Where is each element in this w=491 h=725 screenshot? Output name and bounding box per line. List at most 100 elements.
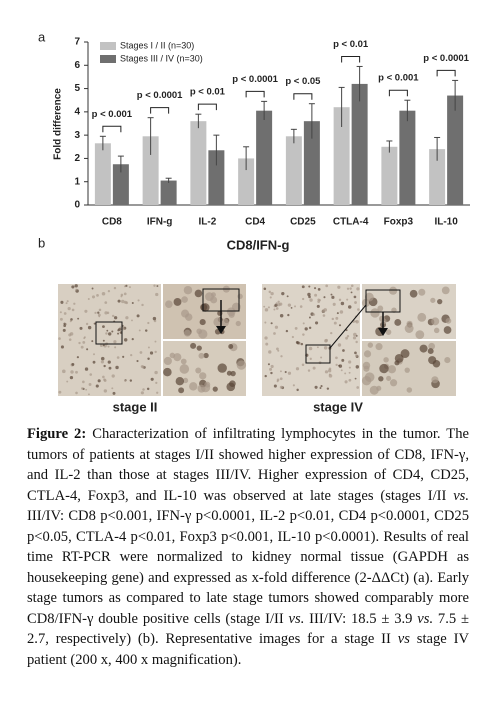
bar: [333, 107, 350, 205]
cell: [63, 324, 66, 328]
cell: [71, 308, 75, 312]
cell: [119, 326, 122, 329]
cell: [198, 329, 208, 339]
cell: [332, 302, 336, 306]
cell: [330, 331, 333, 335]
cell: [323, 346, 328, 350]
cell: [345, 329, 348, 332]
cell: [120, 295, 123, 298]
cell: [354, 320, 357, 323]
caption-text: vs: [397, 631, 410, 647]
cell: [290, 306, 293, 309]
cell: [114, 316, 118, 320]
cell: [427, 348, 434, 355]
cell: [287, 371, 292, 375]
cell: [113, 286, 117, 290]
cell: [147, 357, 150, 360]
cell: [324, 370, 329, 374]
cell: [204, 381, 211, 388]
cell: [321, 309, 326, 313]
cell: [317, 288, 321, 291]
cell: [181, 296, 188, 303]
panel-label: b: [38, 235, 45, 250]
cell: [444, 357, 451, 364]
cell: [210, 296, 218, 304]
cell: [299, 305, 303, 308]
cell: [281, 292, 285, 296]
cell: [175, 376, 185, 386]
cell: [352, 336, 357, 340]
cell: [273, 308, 276, 311]
cell: [314, 287, 317, 290]
cell: [263, 287, 267, 291]
cell: [77, 317, 80, 320]
caption-text: stage IV patient (200 x, 400 x magnifica…: [27, 631, 469, 668]
cell: [123, 338, 128, 342]
cell: [59, 311, 62, 314]
image-label: stage II: [113, 399, 158, 414]
cell: [141, 365, 145, 369]
cell: [58, 337, 61, 340]
y-tick-label: 0: [74, 200, 80, 211]
significance-label: p < 0.0001: [423, 53, 469, 64]
cell: [316, 304, 320, 308]
y-tick-label: 4: [74, 106, 80, 117]
cell: [280, 355, 283, 358]
cell: [60, 345, 64, 349]
bar: [303, 121, 320, 205]
cell: [433, 327, 440, 334]
bar: [112, 164, 129, 205]
x-tick-label: Foxp3: [384, 217, 414, 228]
legend-swatch: [100, 42, 116, 50]
cell: [198, 352, 205, 359]
cell: [104, 301, 108, 304]
cell: [279, 377, 283, 381]
cell: [154, 350, 157, 354]
cell: [178, 387, 185, 394]
cell: [89, 373, 93, 376]
cell: [346, 287, 350, 290]
cell: [212, 386, 218, 392]
cell: [131, 301, 134, 304]
cell: [269, 296, 272, 299]
connector: [329, 304, 367, 349]
cell: [107, 290, 111, 293]
cell: [428, 342, 436, 350]
legend-label: Stages III / IV (n=30): [120, 53, 203, 63]
cell: [65, 302, 68, 305]
cell: [431, 317, 440, 326]
caption-text: 7.5 ± 2.7, respectively) (b). Representa…: [27, 610, 469, 648]
cell: [430, 297, 436, 303]
cell: [356, 386, 360, 389]
bar: [351, 83, 368, 205]
cell: [319, 387, 322, 390]
cell: [386, 375, 392, 381]
cell: [97, 311, 100, 314]
cell: [296, 341, 300, 345]
cell: [274, 325, 279, 329]
cell: [85, 322, 89, 326]
cell: [308, 285, 311, 288]
cell: [302, 297, 305, 301]
cell: [199, 319, 206, 326]
cell: [349, 287, 352, 290]
panel-title: CD8/IFN-g: [227, 237, 290, 252]
cell: [129, 379, 133, 382]
cell: [367, 342, 374, 348]
cell: [226, 382, 236, 392]
cell: [378, 376, 384, 382]
cell: [335, 316, 339, 320]
cell: [346, 298, 349, 301]
cell: [276, 380, 279, 383]
cell: [197, 384, 206, 393]
cell: [183, 285, 193, 295]
caption-text: III/IV: CD8 p<0.001, IFN-γ p<0.0001, IL-…: [27, 508, 469, 627]
cell: [292, 384, 295, 387]
cell: [264, 336, 268, 340]
cell: [230, 370, 236, 377]
cell: [131, 338, 134, 341]
significance-label: p < 0.001: [378, 73, 419, 84]
cell: [295, 367, 300, 371]
legend-swatch: [100, 55, 116, 63]
caption-label: Figure 2:: [27, 426, 87, 442]
